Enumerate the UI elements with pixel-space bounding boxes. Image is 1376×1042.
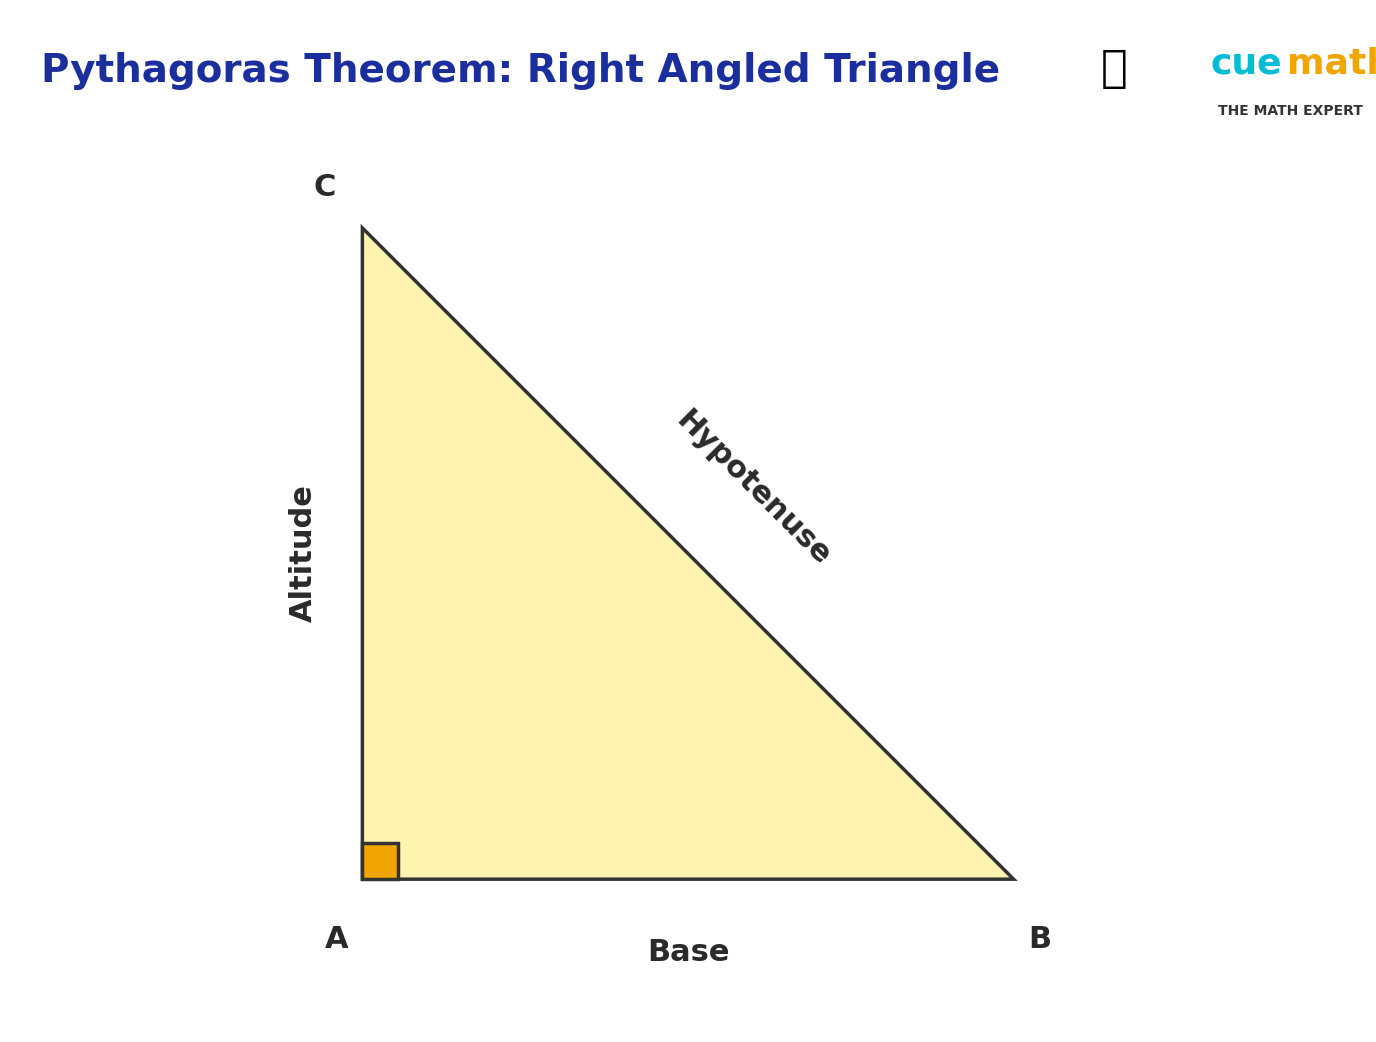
Text: Base: Base [647,938,729,967]
Text: A: A [325,925,348,953]
Text: B: B [1028,925,1051,953]
Text: cue: cue [1211,47,1282,81]
Text: Pythagoras Theorem: Right Angled Triangle: Pythagoras Theorem: Right Angled Triangl… [41,52,1000,90]
Text: THE MATH EXPERT: THE MATH EXPERT [1218,104,1362,118]
Text: 🚀: 🚀 [1101,47,1128,90]
Text: Hypotenuse: Hypotenuse [670,405,837,571]
Polygon shape [362,843,398,879]
Text: math: math [1287,47,1376,81]
Text: Altitude: Altitude [289,485,318,622]
Polygon shape [362,228,1014,879]
Text: C: C [314,173,336,202]
